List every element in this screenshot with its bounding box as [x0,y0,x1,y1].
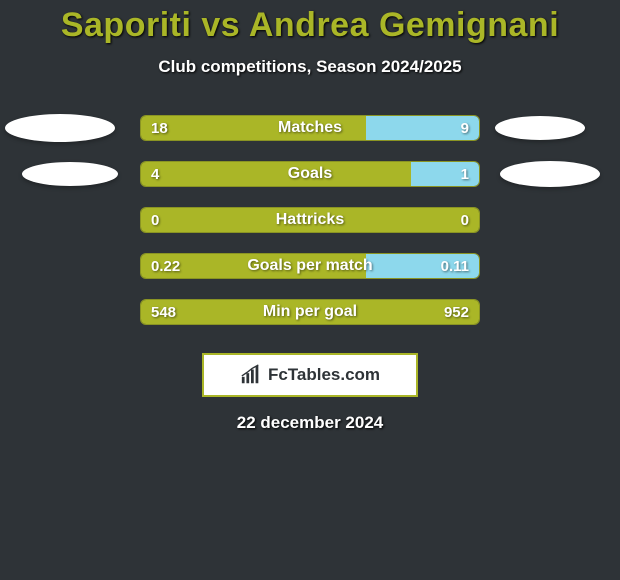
subtitle: Club competitions, Season 2024/2025 [0,57,620,77]
bar-segment-right [366,116,479,140]
bar-segment-left [141,162,411,186]
stat-bar: Min per goal548952 [140,299,480,325]
source-badge: FcTables.com [202,353,418,397]
date-text: 22 december 2024 [0,413,620,433]
avatar-placeholder [22,162,118,186]
badge-text: FcTables.com [268,365,380,385]
bar-segment-left [141,254,366,278]
bar-chart-icon [240,364,262,386]
stats-area: Matches189 Goals41 Hattricks00 Goals per ma… [0,105,620,335]
bar-segment-left [141,300,479,324]
stat-bar: Hattricks00 [140,207,480,233]
stat-row: Goals per match0.220.11 [0,243,620,289]
avatar-placeholder [495,116,585,140]
page-title: Saporiti vs Andrea Gemignani [0,6,620,45]
stat-row: Hattricks00 [0,197,620,243]
bar-segment-left [141,116,366,140]
stat-row: Min per goal548952 [0,289,620,335]
stat-bar: Matches189 [140,115,480,141]
bar-segment-right [366,254,479,278]
bar-segment-right [411,162,479,186]
avatar-placeholder [5,114,115,142]
avatar-placeholder [500,161,600,187]
stat-bar: Goals41 [140,161,480,187]
bar-segment-left [141,208,479,232]
comparison-infographic: Saporiti vs Andrea Gemignani Club compet… [0,0,620,433]
stat-bar: Goals per match0.220.11 [140,253,480,279]
